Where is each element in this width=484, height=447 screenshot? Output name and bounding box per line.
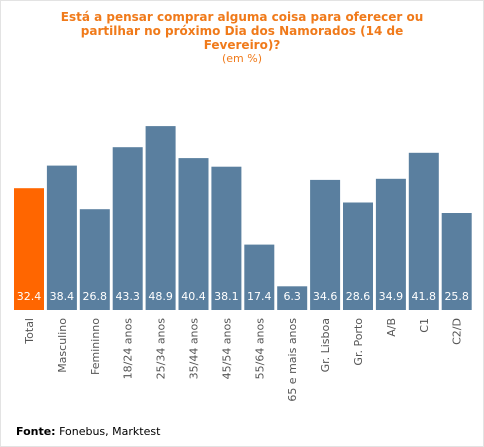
category-label: C1 [418, 318, 431, 333]
bar [79, 209, 110, 310]
bar [441, 213, 472, 310]
category-label: 18/24 anos [122, 318, 135, 380]
bar [46, 165, 77, 310]
bar-value-label: 34.6 [313, 290, 338, 303]
bar-value-label: 41.8 [412, 290, 437, 303]
source-note: Fonte: Fonebus, Marktest [16, 425, 160, 438]
bar-value-label: 38.4 [50, 290, 75, 303]
chart-title-line: Está a pensar comprar alguma coisa para … [60, 10, 424, 24]
bar [310, 179, 341, 310]
chart-title-line: Fevereiro)? [203, 38, 281, 52]
category-label: 25/34 anos [155, 318, 168, 380]
category-label: Masculino [56, 318, 69, 373]
bar-value-label: 26.8 [83, 290, 108, 303]
category-label: A/B [385, 318, 398, 337]
bar [375, 178, 406, 310]
bar-value-label: 40.4 [181, 290, 206, 303]
source-label: Fonte: [16, 425, 56, 438]
bar [211, 166, 242, 310]
bar [277, 286, 308, 310]
bar-value-label: 17.4 [247, 290, 272, 303]
source-text: Fonebus, Marktest [59, 425, 161, 438]
chart-title-line: partilhar no próximo Dia dos Namorados (… [80, 24, 404, 38]
category-label: Gr. Porto [352, 318, 365, 366]
bar-value-label: 43.3 [115, 290, 140, 303]
category-label: 35/44 anos [188, 318, 201, 380]
bar [14, 188, 44, 310]
bar-value-label: 28.6 [346, 290, 371, 303]
bar-value-label: 6.3 [283, 290, 301, 303]
category-label: Gr. Lisboa [319, 318, 332, 372]
bar [145, 126, 176, 310]
bar [343, 202, 373, 310]
chart-title: Está a pensar comprar alguma coisa para … [0, 10, 484, 52]
category-label: 55/64 anos [253, 318, 266, 380]
bar [178, 158, 209, 310]
category-label: Total [23, 318, 36, 345]
bar [112, 147, 143, 310]
bar-value-label: 34.9 [379, 290, 404, 303]
bar-value-label: 38.1 [214, 290, 239, 303]
bar-value-label: 25.8 [444, 290, 469, 303]
bar-value-label: 32.4 [17, 290, 42, 303]
category-label: 45/54 anos [220, 318, 233, 380]
category-label: 65 e mais anos [286, 318, 299, 402]
category-label: C2/D [451, 318, 464, 345]
category-label: Femininno [89, 318, 102, 375]
chart-subtitle: (em %) [221, 52, 262, 65]
bar [244, 244, 275, 310]
bar-value-label: 48.9 [148, 290, 173, 303]
bar [408, 152, 439, 310]
